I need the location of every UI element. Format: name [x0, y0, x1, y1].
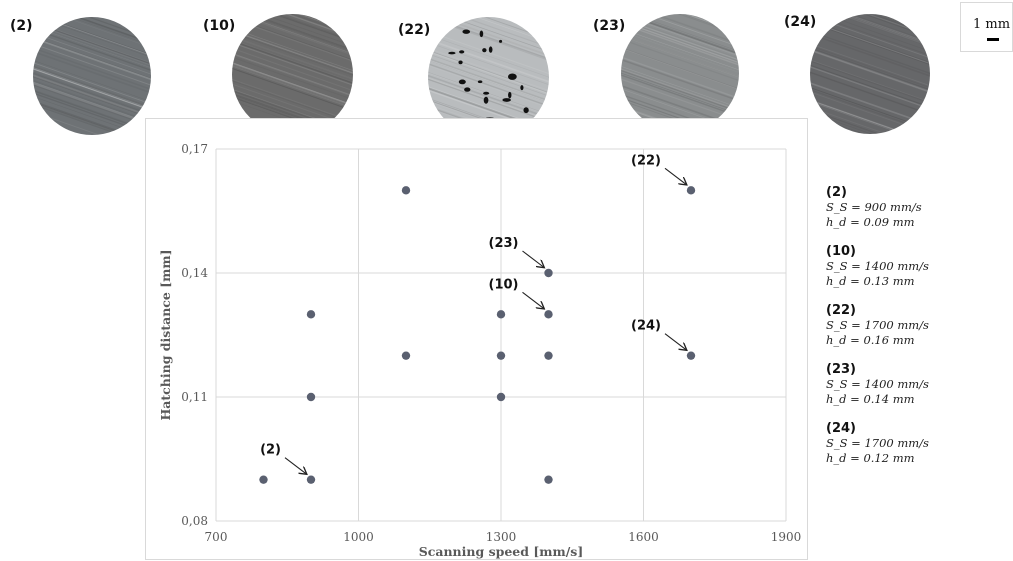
- micrograph-label: (22): [398, 22, 430, 38]
- legend-entry-22: (22) S_S = 1700 mm/s h_d = 0.16 mm: [826, 303, 1006, 348]
- legend-entry-24: (24) S_S = 1700 mm/s h_d = 0.12 mm: [826, 421, 1006, 466]
- annotation-arrow: [285, 458, 306, 474]
- legend-id: (10): [826, 244, 1006, 259]
- data-point: [544, 351, 552, 359]
- x-tick-label: 1900: [771, 530, 802, 544]
- annotation-label: (10): [489, 277, 519, 292]
- annotation-label: (2): [260, 443, 281, 458]
- data-point: [307, 393, 315, 401]
- legend-hatch: h_d = 0.09 mm: [826, 215, 1006, 230]
- y-tick-label: 0,11: [181, 390, 208, 404]
- scale-bar-line: [987, 38, 999, 41]
- data-point: [402, 186, 410, 194]
- legend-entry-23: (23) S_S = 1400 mm/s h_d = 0.14 mm: [826, 362, 1006, 407]
- annotation-label: (22): [631, 153, 661, 168]
- legend-speed: S_S = 1700 mm/s: [826, 318, 1006, 333]
- legend-id: (22): [826, 303, 1006, 318]
- micrograph-image: [621, 14, 739, 132]
- data-point: [497, 393, 505, 401]
- x-tick-label: 1000: [343, 530, 374, 544]
- data-point: [497, 310, 505, 318]
- data-point: [544, 475, 552, 483]
- data-point: [307, 475, 315, 483]
- data-point: [687, 351, 695, 359]
- legend-entry-2: (2) S_S = 900 mm/s h_d = 0.09 mm: [826, 185, 1006, 230]
- data-point: [497, 351, 505, 359]
- legend-hatch: h_d = 0.16 mm: [826, 333, 1006, 348]
- micrograph-label: (2): [10, 18, 33, 34]
- legend-hatch: h_d = 0.13 mm: [826, 274, 1006, 289]
- legend-speed: S_S = 1400 mm/s: [826, 259, 1006, 274]
- micrograph-image: [810, 14, 930, 134]
- legend-hatch: h_d = 0.12 mm: [826, 451, 1006, 466]
- scale-bar-label: 1 mm: [973, 17, 1010, 32]
- chart-points: [259, 186, 695, 484]
- data-point: [402, 351, 410, 359]
- data-point: [687, 186, 695, 194]
- data-point: [259, 475, 267, 483]
- micrograph-image: [33, 17, 151, 135]
- data-point: [544, 269, 552, 277]
- legend-speed: S_S = 1400 mm/s: [826, 377, 1006, 392]
- micrograph-image: [232, 14, 353, 135]
- annotation-arrow: [523, 251, 544, 267]
- legend-id: (24): [826, 421, 1006, 436]
- annotation-arrow: [523, 292, 544, 308]
- chart-axes: 700 1000 1300 1600 1900 0,08 0,11 0,14 0,17 Scann…: [158, 142, 801, 559]
- annotation-arrow: [665, 168, 686, 184]
- micrograph-label: (10): [203, 18, 235, 34]
- chart-svg: 700 1000 1300 1600 1900 0,08 0,11 0,14 0,17 Scann…: [146, 119, 809, 561]
- annotation-label: (23): [489, 236, 519, 251]
- y-tick-label: 0,08: [181, 514, 208, 528]
- x-tick-label: 700: [205, 530, 228, 544]
- x-tick-label: 1300: [486, 530, 517, 544]
- scatter-chart: 700 1000 1300 1600 1900 0,08 0,11 0,14 0,17 Scann…: [145, 118, 808, 560]
- x-axis-label: Scanning speed [mm/s]: [419, 544, 584, 559]
- micrograph-label: (23): [593, 18, 625, 34]
- data-point: [544, 310, 552, 318]
- x-tick-label: 1600: [628, 530, 659, 544]
- scale-bar: 1 mm: [960, 2, 1013, 52]
- legend-id: (23): [826, 362, 1006, 377]
- legend-entry-10: (10) S_S = 1400 mm/s h_d = 0.13 mm: [826, 244, 1006, 289]
- chart-grid: [216, 149, 786, 521]
- legend-speed: S_S = 1700 mm/s: [826, 436, 1006, 451]
- y-tick-label: 0,17: [181, 142, 208, 156]
- annotation-label: (24): [631, 319, 661, 334]
- legend-hatch: h_d = 0.14 mm: [826, 392, 1006, 407]
- y-tick-label: 0,14: [181, 266, 208, 280]
- y-axis-label: Hatching distance [mm]: [158, 250, 173, 421]
- legend-speed: S_S = 900 mm/s: [826, 200, 1006, 215]
- parameter-legend: (2) S_S = 900 mm/s h_d = 0.09 mm (10) S_…: [826, 185, 1006, 480]
- annotation-arrow: [665, 334, 686, 350]
- legend-id: (2): [826, 185, 1006, 200]
- data-point: [307, 310, 315, 318]
- micrograph-label: (24): [784, 14, 816, 30]
- chart-annotations: (2) (10) (23) (24) (22): [260, 153, 686, 473]
